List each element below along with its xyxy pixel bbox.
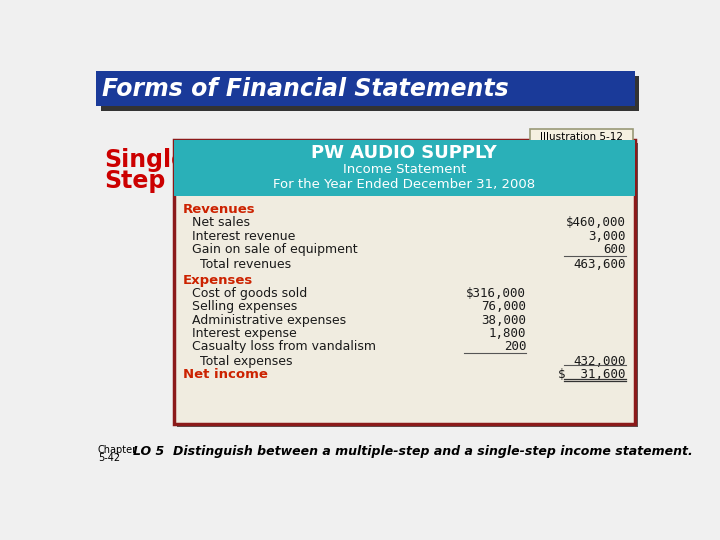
Text: Administrative expenses: Administrative expenses (192, 314, 346, 327)
Text: 600: 600 (603, 242, 626, 255)
Text: Total expenses: Total expenses (200, 355, 292, 368)
Text: For the Year Ended December 31, 2008: For the Year Ended December 31, 2008 (273, 178, 536, 191)
Text: Forms of Financial Statements: Forms of Financial Statements (102, 77, 509, 100)
Text: Revenues: Revenues (183, 204, 256, 217)
Text: Illustration 5-12: Illustration 5-12 (540, 132, 623, 142)
Text: Net income: Net income (183, 368, 268, 381)
Text: 76,000: 76,000 (482, 300, 526, 313)
Text: Expenses: Expenses (183, 274, 253, 287)
Text: $460,000: $460,000 (565, 217, 626, 230)
Text: Step: Step (104, 168, 166, 193)
Text: Chapter: Chapter (98, 445, 137, 455)
Text: Total revenues: Total revenues (200, 258, 291, 271)
Bar (177, 143, 638, 427)
Text: 1,800: 1,800 (489, 327, 526, 340)
Text: Casualty loss from vandalism: Casualty loss from vandalism (192, 340, 377, 353)
Text: Single-: Single- (104, 148, 197, 172)
Text: Income Statement: Income Statement (343, 163, 466, 176)
Text: $  31,600: $ 31,600 (558, 368, 626, 381)
Text: 200: 200 (504, 340, 526, 353)
Text: LO 5  Distinguish between a multiple-step and a single-step income statement.: LO 5 Distinguish between a multiple-step… (133, 445, 693, 458)
Bar (530, 129, 632, 146)
Text: 5-42: 5-42 (98, 453, 120, 463)
Bar (96, 71, 635, 106)
Bar (174, 140, 635, 195)
Text: Gain on sale of equipment: Gain on sale of equipment (192, 242, 358, 255)
Text: PW AUDIO SUPPLY: PW AUDIO SUPPLY (311, 144, 497, 161)
Text: Cost of goods sold: Cost of goods sold (192, 287, 307, 300)
Text: 38,000: 38,000 (482, 314, 526, 327)
Text: 463,600: 463,600 (573, 258, 626, 271)
Text: Selling expenses: Selling expenses (192, 300, 297, 313)
Text: Interest expense: Interest expense (192, 327, 297, 340)
Text: $316,000: $316,000 (467, 287, 526, 300)
Text: Net sales: Net sales (192, 217, 251, 230)
Bar (174, 140, 635, 423)
Text: 432,000: 432,000 (573, 355, 626, 368)
Text: Interest revenue: Interest revenue (192, 230, 296, 242)
Text: 3,000: 3,000 (588, 230, 626, 242)
Bar (101, 76, 639, 111)
